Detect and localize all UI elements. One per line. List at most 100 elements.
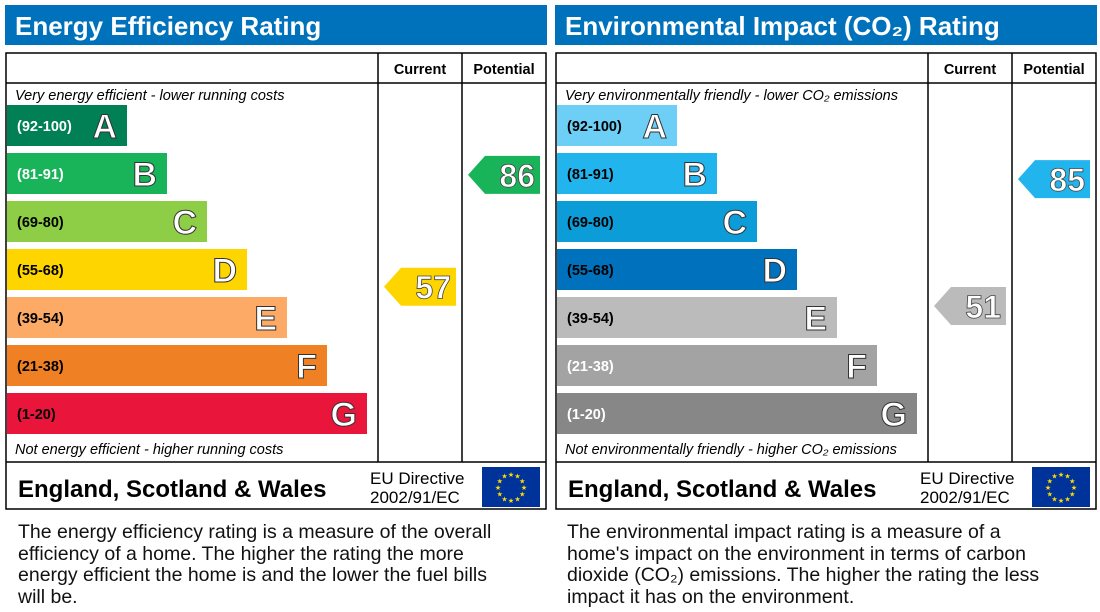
svg-text:★: ★ [1047, 491, 1053, 499]
band-letter-A: A [642, 108, 667, 146]
directive-line1: EU Directive [370, 469, 464, 488]
svg-text:★: ★ [495, 484, 501, 492]
region-label: England, Scotland & Wales [568, 476, 876, 503]
band-bar-A [557, 105, 677, 146]
band-letter-C: C [722, 204, 747, 242]
column-header-current: Current [944, 62, 997, 78]
top-note: Very energy efficient - lower running co… [15, 88, 284, 104]
band-range-A: (92-100) [567, 119, 622, 135]
column-header-potential: Potential [473, 62, 534, 78]
svg-text:★: ★ [514, 473, 520, 481]
band-bar-G [7, 393, 367, 434]
band-range-A: (92-100) [17, 119, 72, 135]
eu-flag-icon: ★ ★★★★★★★★★★★ [482, 467, 540, 507]
band-bar-C [557, 201, 757, 242]
band-range-D: (55-68) [17, 263, 64, 279]
chart-title: Environmental Impact (CO₂) Rating [565, 11, 1000, 41]
svg-text:★: ★ [1064, 495, 1070, 503]
band-bar-E [7, 297, 287, 338]
svg-text:★: ★ [514, 495, 520, 503]
column-header-current: Current [394, 62, 447, 78]
band-range-C: (69-80) [567, 215, 614, 231]
band-letter-B: B [682, 156, 707, 194]
svg-text:★: ★ [519, 491, 525, 499]
band-letter-G: G [331, 396, 357, 434]
directive-line1: EU Directive [920, 469, 1014, 488]
svg-text:★: ★ [1058, 471, 1064, 479]
svg-text:★: ★ [1069, 478, 1075, 486]
svg-text:★: ★ [1071, 484, 1077, 492]
svg-text:★: ★ [497, 491, 503, 499]
table-frame [5, 52, 547, 510]
band-bar-D [7, 249, 247, 290]
svg-text:★: ★ [1047, 478, 1053, 486]
band-range-B: (81-91) [567, 167, 614, 183]
band-range-E: (39-54) [567, 311, 614, 327]
current-rating-arrow [384, 267, 456, 306]
band-letter-E: E [804, 300, 827, 338]
band-range-D: (55-68) [567, 263, 614, 279]
band-bar-G [557, 393, 917, 434]
band-letter-B: B [132, 156, 157, 194]
energy-efficiency-panel: Energy Efficiency Rating Current Potential… [5, 5, 547, 510]
band-range-B: (81-91) [17, 167, 64, 183]
band-letter-E: E [254, 300, 277, 338]
svg-text:★: ★ [1045, 484, 1051, 492]
band-letter-D: D [762, 252, 787, 290]
bottom-note: Not energy efficient - higher running co… [15, 442, 283, 458]
potential-rating-arrow [1018, 160, 1090, 199]
band-bar-E [557, 297, 837, 338]
environmental-description: The environmental impact rating is a mea… [567, 521, 1040, 608]
svg-text:★: ★ [1058, 497, 1064, 505]
band-letter-F: F [296, 348, 317, 386]
current-rating-value: 51 [965, 289, 1001, 325]
environmental-impact-panel: Environmental Impact (CO₂) Rating Current… [555, 5, 1097, 510]
region-label: England, Scotland & Wales [18, 476, 326, 503]
title-bar [555, 5, 1097, 45]
bottom-note: Not environmentally friendly - higher CO… [565, 442, 897, 458]
svg-text:★: ★ [519, 478, 525, 486]
svg-text:★: ★ [521, 484, 527, 492]
svg-text:★: ★ [1064, 473, 1070, 481]
svg-text:★: ★ [501, 495, 507, 503]
directive-line2: 2002/91/EC [370, 488, 460, 507]
svg-text:★: ★ [1069, 491, 1075, 499]
band-range-G: (1-20) [567, 407, 606, 423]
band-letter-D: D [212, 252, 237, 290]
table-frame [555, 52, 1097, 510]
potential-rating-value: 85 [1049, 162, 1085, 198]
svg-text:★: ★ [508, 497, 514, 505]
eu-flag-icon: ★ ★★★★★★★★★★★ [1032, 467, 1090, 507]
svg-text:★: ★ [497, 478, 503, 486]
top-note: Very environmentally friendly - lower CO… [565, 88, 898, 104]
band-bar-C [7, 201, 207, 242]
band-range-C: (69-80) [17, 215, 64, 231]
band-range-F: (21-38) [17, 359, 64, 375]
band-letter-C: C [172, 204, 197, 242]
band-letter-A: A [92, 108, 117, 146]
directive-line2: 2002/91/EC [920, 488, 1010, 507]
current-rating-value: 57 [415, 270, 451, 306]
band-range-G: (1-20) [17, 407, 56, 423]
potential-rating-arrow [468, 155, 540, 194]
band-range-F: (21-38) [567, 359, 614, 375]
svg-text:★: ★ [1051, 495, 1057, 503]
band-letter-G: G [881, 396, 907, 434]
column-header-potential: Potential [1023, 62, 1084, 78]
band-letter-F: F [846, 348, 867, 386]
svg-text:★: ★ [508, 471, 514, 479]
energy-description: The energy efficiency rating is a measur… [18, 521, 492, 608]
current-rating-arrow [934, 287, 1006, 325]
potential-rating-value: 86 [499, 158, 535, 194]
svg-text:★: ★ [501, 473, 507, 481]
band-bar-F [7, 345, 327, 386]
band-bar-D [557, 249, 797, 290]
band-range-E: (39-54) [17, 311, 64, 327]
band-bar-B [557, 153, 717, 194]
svg-text:★: ★ [1051, 473, 1057, 481]
band-bar-B [7, 153, 167, 194]
band-bar-F [557, 345, 877, 386]
title-bar [5, 5, 547, 45]
band-bar-A [7, 105, 127, 146]
